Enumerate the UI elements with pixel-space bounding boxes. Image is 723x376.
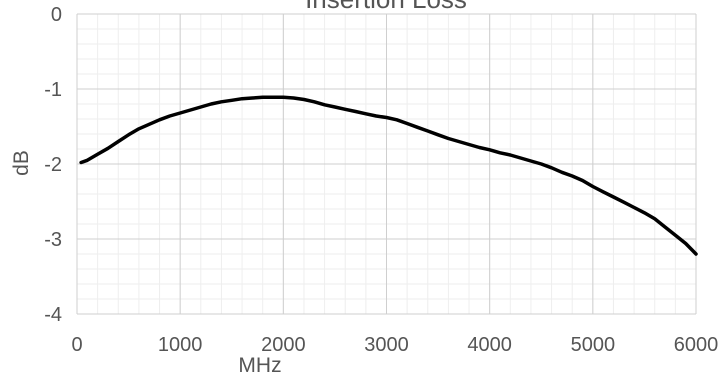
grid-lines xyxy=(76,13,697,315)
y-tick-label: 0 xyxy=(51,4,62,26)
x-tick-label: 2000 xyxy=(261,334,306,356)
x-tick-label: 1000 xyxy=(158,334,203,356)
series-line-0 xyxy=(79,95,698,256)
x-tick-label: 4000 xyxy=(467,334,512,356)
x-tick-labels: 0 1000 2000 3000 4000 5000 6000 xyxy=(71,334,718,356)
x-axis-label: MHz xyxy=(238,354,281,376)
series-layer xyxy=(79,95,698,256)
y-tick-label: -1 xyxy=(44,79,62,101)
y-tick-label: -4 xyxy=(44,304,62,326)
y-axis-label: dB xyxy=(10,150,33,176)
y-tick-label: -2 xyxy=(44,154,62,176)
y-tick-labels: 0 -1 -2 -3 -4 xyxy=(44,4,62,326)
x-tick-label: 3000 xyxy=(364,334,409,356)
y-tick-label: -3 xyxy=(44,229,62,251)
x-tick-label: 6000 xyxy=(674,334,719,356)
chart-title: Insertion Loss xyxy=(305,0,467,14)
x-tick-label: 5000 xyxy=(571,334,616,356)
x-tick-label: 0 xyxy=(71,334,82,356)
